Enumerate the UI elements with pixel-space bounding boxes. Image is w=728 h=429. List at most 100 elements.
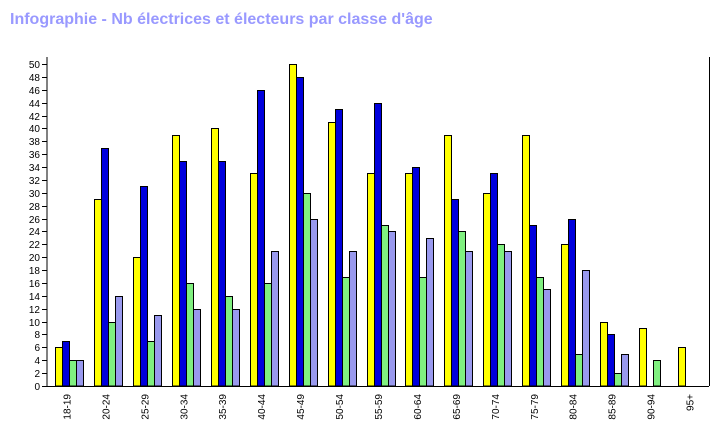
bar (289, 64, 297, 387)
bar (653, 360, 661, 387)
bar (561, 244, 569, 387)
bar (225, 296, 233, 387)
bar (211, 128, 219, 387)
x-tick-label: 35-39 (218, 394, 229, 420)
x-tick-label: 85-89 (608, 394, 619, 420)
bar (310, 219, 318, 387)
y-tick-label: 44 (29, 99, 41, 110)
bar (607, 334, 615, 387)
bar (621, 354, 629, 387)
bar (264, 283, 272, 387)
bar (465, 251, 473, 387)
bar (218, 161, 226, 387)
y-tick-label: 14 (29, 292, 41, 303)
bar (55, 347, 63, 387)
bar (257, 90, 265, 387)
y-tick-label: 42 (29, 112, 41, 123)
bar (575, 354, 583, 387)
bar (419, 277, 427, 387)
bar (374, 103, 382, 387)
bar (405, 173, 413, 387)
bar (193, 309, 201, 387)
bar (568, 219, 576, 387)
bar (94, 199, 102, 387)
y-tick-label: 18 (29, 266, 41, 277)
bar (147, 341, 155, 387)
bar (614, 373, 622, 387)
bar (367, 173, 375, 387)
bar (271, 251, 279, 387)
bar (76, 360, 84, 387)
bar (529, 225, 537, 387)
x-tick-label: 40-44 (257, 394, 268, 420)
bar (536, 277, 544, 387)
bar (154, 315, 162, 387)
y-tick-label: 22 (29, 240, 41, 251)
bar (349, 251, 357, 387)
y-tick-label: 32 (29, 176, 41, 187)
y-tick-label: 30 (29, 189, 41, 200)
bar (388, 231, 396, 387)
bar (426, 238, 434, 387)
bar (483, 193, 491, 387)
bar (497, 244, 505, 387)
bar (678, 347, 686, 387)
x-tick-label: 75-79 (530, 394, 541, 420)
x-tick-label: 95+ (686, 394, 697, 411)
bar (69, 360, 77, 387)
bar (62, 341, 70, 387)
y-tick-label: 6 (34, 343, 40, 354)
bar (490, 173, 498, 387)
bar (179, 161, 187, 387)
y-tick-label: 2 (34, 369, 40, 380)
x-tick-label: 30-34 (179, 394, 190, 420)
x-tick-label: 55-59 (374, 394, 385, 420)
bar (232, 309, 240, 387)
y-tick-label: 36 (29, 150, 41, 161)
x-tick-label: 90-94 (647, 394, 658, 420)
x-tick-label: 25-29 (140, 394, 151, 420)
bar (186, 283, 194, 387)
bar (381, 225, 389, 387)
bar (115, 296, 123, 387)
y-tick-label: 40 (29, 124, 41, 135)
bar (250, 173, 258, 387)
bar (522, 135, 530, 387)
bar (504, 251, 512, 387)
bar (172, 135, 180, 387)
chart-title: Infographie - Nb électrices et électeurs… (10, 11, 433, 28)
bar (582, 270, 590, 387)
x-tick-label: 70-74 (491, 394, 502, 420)
y-tick-label: 8 (34, 330, 40, 341)
y-tick-label: 12 (29, 305, 41, 316)
y-tick-label: 4 (34, 356, 40, 367)
y-tick-label: 34 (29, 163, 41, 174)
bar (335, 109, 343, 387)
y-tick-label: 38 (29, 137, 41, 148)
y-tick-label: 48 (29, 73, 41, 84)
bar (543, 289, 551, 387)
bars (55, 64, 686, 387)
bar (296, 77, 304, 387)
x-tick-label: 45-49 (296, 394, 307, 420)
x-tick-label: 18-19 (62, 394, 73, 420)
bar (639, 328, 647, 387)
y-tick-label: 46 (29, 86, 41, 97)
y-tick-label: 10 (29, 318, 41, 329)
x-tick-label: 65-69 (452, 394, 463, 420)
bar (342, 277, 350, 387)
y-tick-label: 26 (29, 215, 41, 226)
x-axis: 18-19 20-24 25-29 30-34 35-39 40-44 45-49 50-54… (47, 386, 709, 420)
x-tick-label: 20-24 (101, 394, 112, 420)
y-tick-label: 16 (29, 279, 41, 290)
y-axis: 0246810121416182022242628303234363840424… (29, 57, 48, 393)
y-tick-label: 50 (29, 60, 41, 71)
x-tick-label: 80-84 (569, 394, 580, 420)
bar (458, 231, 466, 387)
bar (412, 167, 420, 387)
bar (328, 122, 336, 387)
y-tick-label: 20 (29, 253, 41, 264)
bar (444, 135, 452, 387)
bar (140, 186, 148, 387)
